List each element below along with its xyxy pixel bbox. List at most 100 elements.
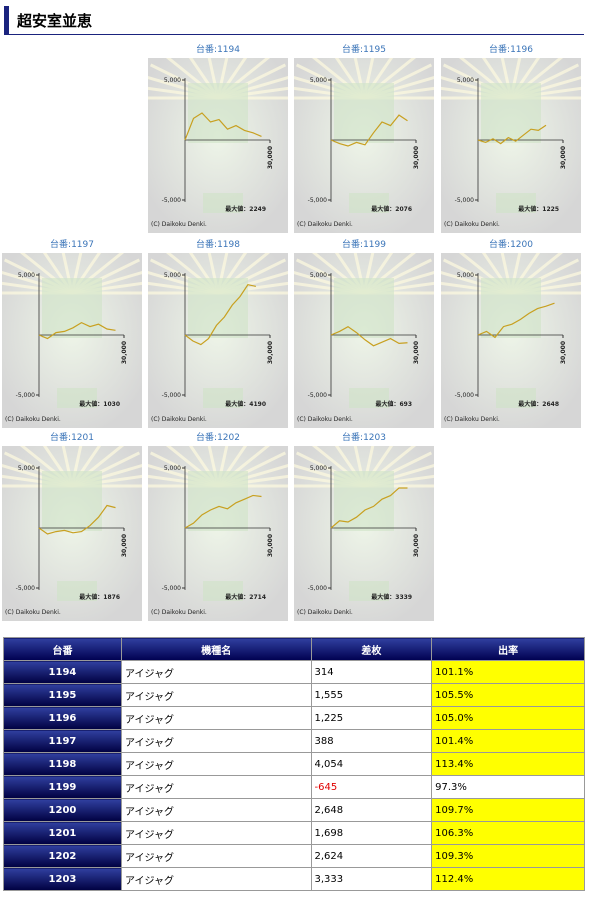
table-cell: 105.5% (431, 683, 585, 707)
y-tick-label: 5,000 (457, 272, 474, 279)
slump-graph: 5,000 -5,000 30,000 最大値：2076 (C) Daikoku Den… (294, 58, 434, 233)
copyright: (C) Daikoku Denki. (5, 609, 61, 616)
x-tick-label: 30,000 (121, 534, 128, 557)
table-cell: 105.0% (431, 706, 585, 730)
machine-shape (334, 83, 394, 143)
table-cell: 3,333 (310, 867, 433, 891)
table-row: 1194 アイジャグ 314 101.1% (3, 660, 585, 684)
slump-graph: 5,000 -5,000 30,000 最大値：2249 (C) Daikoku Den… (148, 58, 288, 233)
base-shape (496, 193, 536, 213)
machine-shape (334, 278, 394, 338)
table-cell: アイジャグ (120, 683, 312, 707)
max-label: 最大値：1876 (79, 593, 120, 601)
slump-line (184, 284, 256, 346)
table-body: 1194 アイジャグ 314 101.1% 1195 アイジャグ 1,555 105.5% 11… (3, 660, 585, 891)
table-cell: 106.3% (431, 821, 585, 845)
slump-graph: 5,000 -5,000 30,000 最大値：3339 (C) Daikoku Den… (294, 446, 434, 621)
slump-line (184, 494, 262, 529)
x-tick-label: 30,000 (267, 341, 274, 364)
panel-label: 台番:1201 (50, 433, 94, 443)
y-tick-label: -5,000 (455, 392, 475, 399)
y-tick-label: 5,000 (18, 272, 35, 279)
table-cell: 1201 (3, 821, 122, 845)
y-tick-label: 5,000 (310, 465, 327, 472)
slump-line (38, 504, 116, 535)
y-tick-label: -5,000 (162, 585, 182, 592)
copyright: (C) Daikoku Denki. (5, 416, 61, 423)
machine-shape (188, 83, 248, 143)
y-tick-label: 5,000 (18, 465, 35, 472)
y-tick-label: -5,000 (162, 392, 182, 399)
x-tick-label: 30,000 (560, 341, 567, 364)
y-tick-label: 5,000 (164, 272, 181, 279)
base-shape (57, 581, 97, 601)
y-tick-label: -5,000 (455, 197, 475, 204)
machine-shape (481, 278, 541, 338)
max-label: 最大値：4190 (225, 400, 266, 408)
slump-line (184, 112, 262, 141)
y-tick-label: 5,000 (457, 77, 474, 84)
panel-label: 台番:1199 (342, 240, 386, 250)
panel-label: 台番:1200 (489, 240, 533, 250)
header-row: 台番 機種名 差枚 出率 (3, 637, 585, 661)
machine-shape (481, 83, 541, 143)
table-cell: アイジャグ (120, 821, 312, 845)
copyright: (C) Daikoku Denki. (151, 609, 207, 616)
table-cell: 1,555 (310, 683, 433, 707)
machine-shape (188, 471, 248, 531)
table-cell: 101.4% (431, 729, 585, 753)
copyright: (C) Daikoku Denki. (151, 221, 207, 228)
base-shape (203, 581, 243, 601)
table-cell: アイジャグ (120, 729, 312, 753)
table-row: 1202 アイジャグ 2,624 109.3% (3, 844, 585, 868)
x-tick-label: 30,000 (267, 534, 274, 557)
table-cell: アイジャグ (120, 660, 312, 684)
slump-graph: 5,000 -5,000 30,000 最大値：2714 (C) Daikoku Den… (148, 446, 288, 621)
table-cell: 1203 (3, 867, 122, 891)
y-tick-label: 5,000 (310, 272, 327, 279)
machine-shape (42, 278, 102, 338)
table-cell: 97.3% (431, 775, 585, 799)
table-row: 1198 アイジャグ 4,054 113.4% (3, 752, 585, 776)
table-cell: 1196 (3, 706, 122, 730)
slump-graph: 5,000 -5,000 30,000 最大値：1876 (C) Daikoku Den… (2, 446, 142, 621)
table-cell: アイジャグ (120, 844, 312, 868)
slump-graph: 5,000 -5,000 30,000 最大値：693 (C) Daikoku Denk… (294, 253, 434, 428)
table-cell: 314 (310, 660, 433, 684)
slump-line (330, 114, 408, 147)
max-label: 最大値：2249 (225, 205, 266, 213)
column-header: 差枚 (310, 637, 433, 661)
table-cell: 1,698 (310, 821, 433, 845)
table-cell: 2,648 (310, 798, 433, 822)
y-tick-label: 5,000 (310, 77, 327, 84)
slump-line (330, 325, 408, 347)
table-cell: 109.3% (431, 844, 585, 868)
base-shape (496, 388, 536, 408)
y-tick-label: 5,000 (164, 465, 181, 472)
base-shape (349, 193, 389, 213)
base-shape (203, 388, 243, 408)
table-cell: 388 (310, 729, 433, 753)
slump-line (477, 124, 547, 145)
slump-graph: 5,000 -5,000 30,000 最大値：1030 (C) Daikoku Den… (2, 253, 142, 428)
slump-graph: 5,000 -5,000 30,000 最大値：2648 (C) Daikoku Den… (441, 253, 581, 428)
slump-line (38, 321, 116, 340)
x-tick-label: 30,000 (560, 146, 567, 169)
table-cell: 1197 (3, 729, 122, 753)
copyright: (C) Daikoku Denki. (151, 416, 207, 423)
base-shape (349, 581, 389, 601)
max-label: 最大値：693 (375, 400, 412, 408)
slump-graph: 5,000 -5,000 30,000 最大値：4190 (C) Daikoku Den… (148, 253, 288, 428)
panel-label: 台番:1198 (196, 240, 240, 250)
copyright: (C) Daikoku Denki. (444, 416, 500, 423)
x-tick-label: 30,000 (267, 146, 274, 169)
table-cell: アイジャグ (120, 867, 312, 891)
x-tick-label: 30,000 (413, 146, 420, 169)
table-cell: 109.7% (431, 798, 585, 822)
table-cell: 1,225 (310, 706, 433, 730)
table-cell: アイジャグ (120, 706, 312, 730)
table-cell: 1199 (3, 775, 122, 799)
table-cell: 4,054 (310, 752, 433, 776)
machine-shape (334, 471, 394, 531)
